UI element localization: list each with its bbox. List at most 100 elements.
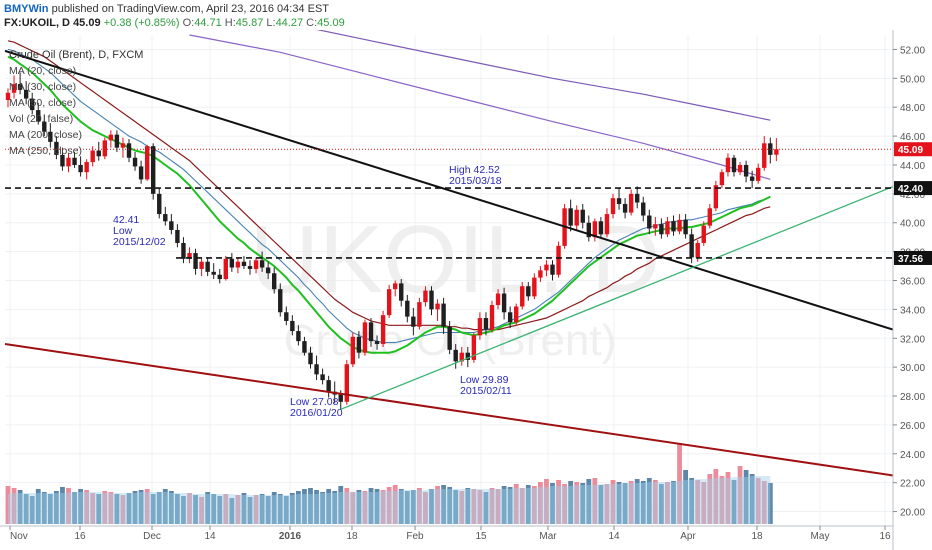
annotation-text: 2015/03/18: [449, 175, 502, 187]
volume-bar: [689, 478, 695, 524]
last-price: 45.09: [73, 17, 101, 29]
candle-body: [362, 322, 368, 353]
author-link[interactable]: BMYWin: [4, 3, 49, 15]
candle-body: [477, 318, 483, 336]
volume-bar: [66, 488, 71, 524]
candle-body: [507, 312, 513, 323]
candle-body: [356, 336, 362, 353]
legend-ma30[interactable]: MA (30, close): [9, 81, 77, 93]
candle-body: [157, 193, 162, 215]
volume-bar: [652, 480, 658, 524]
price-tick-label: 52.00: [900, 45, 925, 56]
volume-ma-area: [8, 476, 771, 524]
volume-bar: [580, 483, 586, 524]
price-tick-label: 44.00: [900, 161, 925, 172]
candle-body: [199, 261, 204, 269]
candle-body: [326, 380, 331, 392]
close-value: 45.09: [317, 17, 345, 29]
price-tick-label: 22.00: [900, 479, 925, 490]
volume-bar: [719, 476, 725, 524]
candle-body: [719, 172, 725, 186]
volume-bar: [404, 491, 410, 524]
candle-body: [302, 341, 307, 353]
symbol-name[interactable]: FX:UKOIL, D: [4, 17, 70, 29]
price-tick-label: 30.00: [900, 363, 925, 374]
time-tick-label: Mar: [539, 531, 557, 542]
candle-body: [447, 326, 452, 350]
volume-bar: [731, 480, 737, 524]
volume-bar: [144, 489, 150, 524]
volume-bar: [598, 485, 604, 524]
volume-bar: [586, 479, 592, 524]
time-tick-label: Nov: [10, 531, 28, 542]
legend-volume[interactable]: Vol (20, false): [9, 113, 74, 125]
candle-body: [550, 264, 555, 275]
time-tick-label: 14: [204, 531, 216, 542]
volume-bar: [47, 494, 53, 524]
volume-bar: [628, 481, 634, 524]
candle-body: [417, 302, 422, 327]
level-tag-lower-bg: [894, 250, 932, 265]
volume-bar: [289, 493, 295, 524]
volume-bar: [568, 481, 574, 524]
volume-bar: [253, 495, 259, 524]
legend-ma50[interactable]: MA (50, close): [9, 97, 77, 109]
candle-body: [350, 336, 356, 365]
volume-bar: [29, 496, 35, 524]
time-axis: Nov 16 Dec 14 2016 18 Feb 15 Mar 14 Apr 18 May 16: [0, 525, 893, 542]
candle-body: [592, 221, 598, 238]
volume-bar: [767, 483, 773, 524]
time-tick-label: Feb: [406, 531, 424, 542]
price-chart[interactable]: UKOIL, D Crude Oil (Brent) High 42.52201…: [0, 30, 932, 550]
candle-body: [284, 312, 289, 321]
volume-bar: [187, 493, 192, 524]
candle-body: [495, 293, 501, 306]
candle-body: [465, 352, 470, 360]
candle-body: [120, 143, 126, 148]
volume-bar: [622, 483, 628, 524]
candle-body: [132, 157, 138, 167]
candle-body: [707, 208, 712, 226]
price-tick-label: 36.00: [900, 277, 925, 288]
volume-bar: [60, 487, 65, 524]
volume-bar: [350, 492, 356, 524]
candle-body: [66, 157, 71, 167]
time-tick-label: May: [811, 531, 830, 542]
candle-body: [296, 331, 301, 342]
volume-bar: [320, 492, 325, 524]
candle-body: [84, 162, 89, 173]
level-tag-lower: 37.56: [898, 254, 923, 265]
trend-lines: [4, 49, 894, 477]
time-tick-label: 18: [346, 531, 358, 542]
volume-bar: [17, 490, 23, 524]
close-label: C:: [306, 17, 318, 29]
candle-body: [290, 320, 295, 332]
volume-bar: [271, 492, 277, 524]
volume-bar: [755, 478, 761, 524]
candle-body: [762, 143, 767, 168]
ma200-line: [189, 34, 771, 180]
legend-ma250[interactable]: MA (250, close): [9, 145, 82, 157]
candle-body: [253, 260, 259, 269]
legend-ma200[interactable]: MA (200, close): [9, 129, 82, 141]
candle-body: [163, 214, 168, 222]
price-change: +0.38 (+0.85%): [103, 17, 180, 29]
publish-header: BMYWin published on TradingView.com, Apr…: [4, 2, 932, 16]
volume-bar: [5, 486, 11, 524]
volume-bar: [132, 491, 138, 524]
candle-body: [114, 134, 120, 148]
time-tick-label: 16: [74, 531, 86, 542]
candle-body: [399, 283, 404, 301]
candle-body: [622, 203, 628, 213]
volume-bar: [205, 492, 211, 524]
volume-bar: [453, 490, 459, 524]
volume-bar: [525, 485, 531, 524]
volume-bar: [338, 486, 344, 524]
candle-body: [265, 267, 271, 274]
volume-bar: [417, 488, 422, 524]
time-tick-label: 16: [879, 531, 891, 542]
candle-body: [151, 146, 156, 194]
volume-bar: [761, 481, 767, 524]
volume-bar: [229, 498, 235, 524]
legend-ma20[interactable]: MA (20, close): [9, 65, 77, 77]
